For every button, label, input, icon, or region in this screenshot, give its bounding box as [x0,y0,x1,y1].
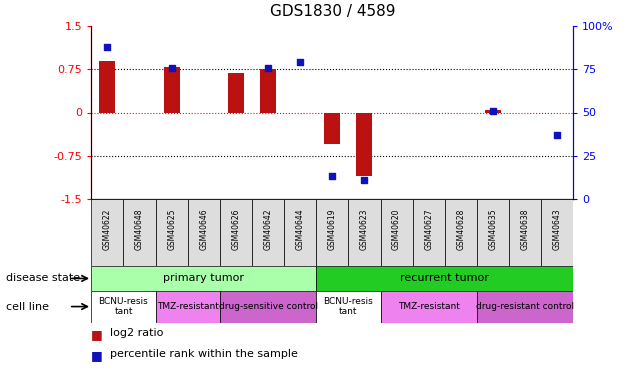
Text: drug-sensitive control: drug-sensitive control [219,302,318,311]
Text: GDS1830 / 4589: GDS1830 / 4589 [270,4,395,19]
Point [359,177,369,183]
Text: GSM40648: GSM40648 [135,209,144,251]
Text: primary tumor: primary tumor [163,273,244,284]
Text: GSM40619: GSM40619 [328,209,337,251]
Bar [252,199,284,266]
Bar [509,199,541,266]
Text: TMZ-resistant: TMZ-resistant [398,302,460,311]
Bar [485,110,501,112]
Bar [477,199,509,266]
Text: GSM40635: GSM40635 [488,209,498,251]
Point [295,60,306,66]
Bar [316,291,381,322]
Point [328,173,338,179]
Text: GSM40620: GSM40620 [392,209,401,251]
Bar [381,291,477,322]
Text: GSM40625: GSM40625 [167,209,176,251]
Text: GSM40626: GSM40626 [231,209,241,251]
Point [263,64,273,70]
Bar [91,199,123,266]
Text: GSM40642: GSM40642 [263,209,273,251]
Text: cell line: cell line [6,302,49,312]
Point [166,64,176,70]
Text: GSM40643: GSM40643 [553,209,562,251]
Bar [188,199,220,266]
Bar [541,199,573,266]
Point [488,108,498,114]
Bar [316,199,348,266]
Text: disease state: disease state [6,273,81,284]
Text: ■: ■ [91,349,107,362]
Bar [100,61,115,112]
Bar [220,199,252,266]
Bar [284,199,316,266]
Bar [477,291,573,322]
Point [552,132,563,138]
Text: GSM40646: GSM40646 [199,209,209,251]
Bar [91,291,156,322]
Text: GSM40644: GSM40644 [295,209,305,251]
Bar [413,199,445,266]
Bar [348,199,381,266]
Bar [324,112,340,144]
Bar [357,112,372,176]
Text: GSM40622: GSM40622 [103,209,112,250]
Text: log2 ratio: log2 ratio [110,328,164,338]
Text: GSM40627: GSM40627 [424,209,433,251]
Bar [156,291,220,322]
Text: recurrent tumor: recurrent tumor [400,273,490,284]
Text: GSM40628: GSM40628 [456,209,466,250]
Text: percentile rank within the sample: percentile rank within the sample [110,349,298,359]
Bar [381,199,413,266]
Point [102,44,112,50]
Text: BCNU-resis
tant: BCNU-resis tant [99,297,148,316]
Bar [445,199,477,266]
Text: GSM40623: GSM40623 [360,209,369,251]
Text: GSM40638: GSM40638 [520,209,530,251]
Bar [316,266,573,291]
Bar [260,69,276,112]
Text: drug-resistant control: drug-resistant control [476,302,574,311]
Bar [164,66,180,112]
Bar [156,199,188,266]
Text: BCNU-resis
tant: BCNU-resis tant [324,297,373,316]
Bar [91,266,316,291]
Bar [123,199,156,266]
Text: ■: ■ [91,328,107,341]
Bar [220,291,316,322]
Bar [228,74,244,112]
Text: TMZ-resistant: TMZ-resistant [157,302,219,311]
